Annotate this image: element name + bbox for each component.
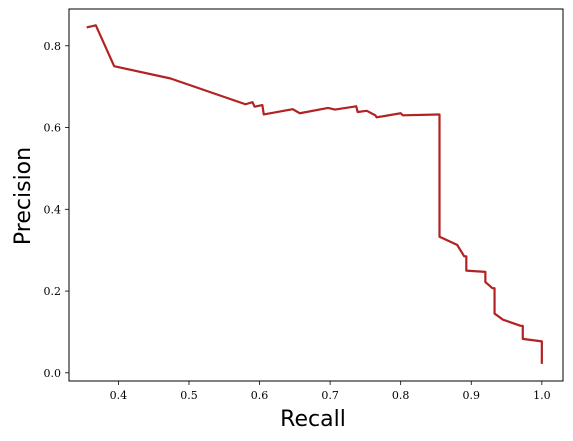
y-tick-label: 0.8 (44, 40, 62, 53)
y-axis-title: Precision (11, 147, 36, 245)
y-tick-label: 0.2 (44, 285, 62, 298)
x-tick-label: 0.5 (180, 389, 198, 402)
x-tick-label: 0.7 (321, 389, 339, 402)
x-axis-title: Recall (280, 407, 346, 432)
plot-background (69, 9, 563, 381)
precision-recall-curve (86, 24, 543, 364)
x-tick-label: 1.0 (533, 389, 551, 402)
y-tick-label: 0.6 (44, 122, 62, 135)
x-axis-ticks: 0.4 0.5 0.6 0.7 0.8 0.9 1.0 (110, 381, 551, 402)
x-tick-label: 0.8 (392, 389, 410, 402)
x-tick-label: 0.6 (251, 389, 269, 402)
x-tick-label: 0.4 (110, 389, 128, 402)
y-axis-ticks: 0.0 0.2 0.4 0.6 0.8 (44, 40, 69, 380)
plot-frame (68, 8, 564, 382)
y-tick-label: 0.4 (44, 203, 62, 216)
y-tick-label: 0.0 (44, 367, 62, 380)
x-tick-label: 0.9 (463, 389, 481, 402)
